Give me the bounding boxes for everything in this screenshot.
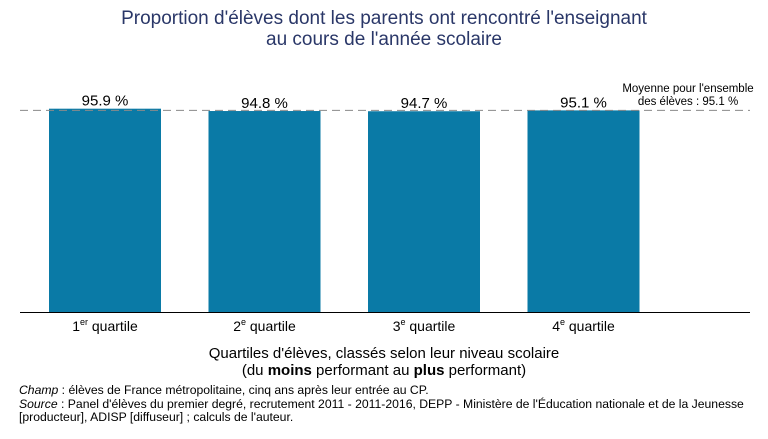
tick-label-3: 3e quartile (393, 317, 456, 334)
x-axis-label-bold-plus: plus (413, 362, 445, 379)
chart-title: Proportion d'élèves dont les parents ont… (0, 8, 768, 50)
value-label-4: 95.1 % (560, 94, 607, 111)
bar-chart: Moyenne pour l'ensemble des élèves : 95.1… (20, 83, 754, 334)
value-label-3: 94.7 % (401, 95, 448, 112)
tick-label-4: 4e quartile (552, 317, 615, 334)
x-axis-label-line-2: (du moins performant au plus performant) (241, 362, 527, 379)
note-source-text: : Panel d'élèves du premier degré, recru… (19, 396, 744, 424)
value-label-1: 95.9 % (82, 93, 129, 110)
note-champ: Champ : élèves de France métropolitaine,… (19, 383, 764, 398)
chart-title-line-2: au cours de l'année scolaire (266, 29, 502, 50)
bar-4 (527, 110, 640, 312)
note-source-label: Source (19, 396, 58, 411)
value-label-2: 94.8 % (241, 95, 288, 112)
tick-label-2: 2e quartile (233, 317, 296, 334)
chart-notes: Champ : élèves de France métropolitaine,… (19, 383, 764, 425)
note-source: Source : Panel d'élèves du premier degré… (19, 396, 764, 425)
note-champ-label: Champ (19, 383, 59, 397)
bar-2 (208, 111, 321, 312)
x-axis-label-line-1: Quartiles d'élèves, classés selon leur n… (208, 345, 560, 362)
tick-label-1: 1er quartile (72, 317, 138, 334)
chart-title-line-1: Proportion d'élèves dont les parents ont… (121, 8, 647, 29)
bar-1 (49, 108, 161, 312)
x-axis-label: Quartiles d'élèves, classés selon leur n… (0, 345, 768, 379)
reference-line-label: Moyenne pour l'ensemble des élèves : 95.1… (622, 83, 753, 108)
note-champ-text: : élèves de France métropolitaine, cinq … (58, 383, 429, 397)
x-axis-label-bold-moins: moins (267, 362, 312, 379)
bar-3 (368, 111, 480, 313)
